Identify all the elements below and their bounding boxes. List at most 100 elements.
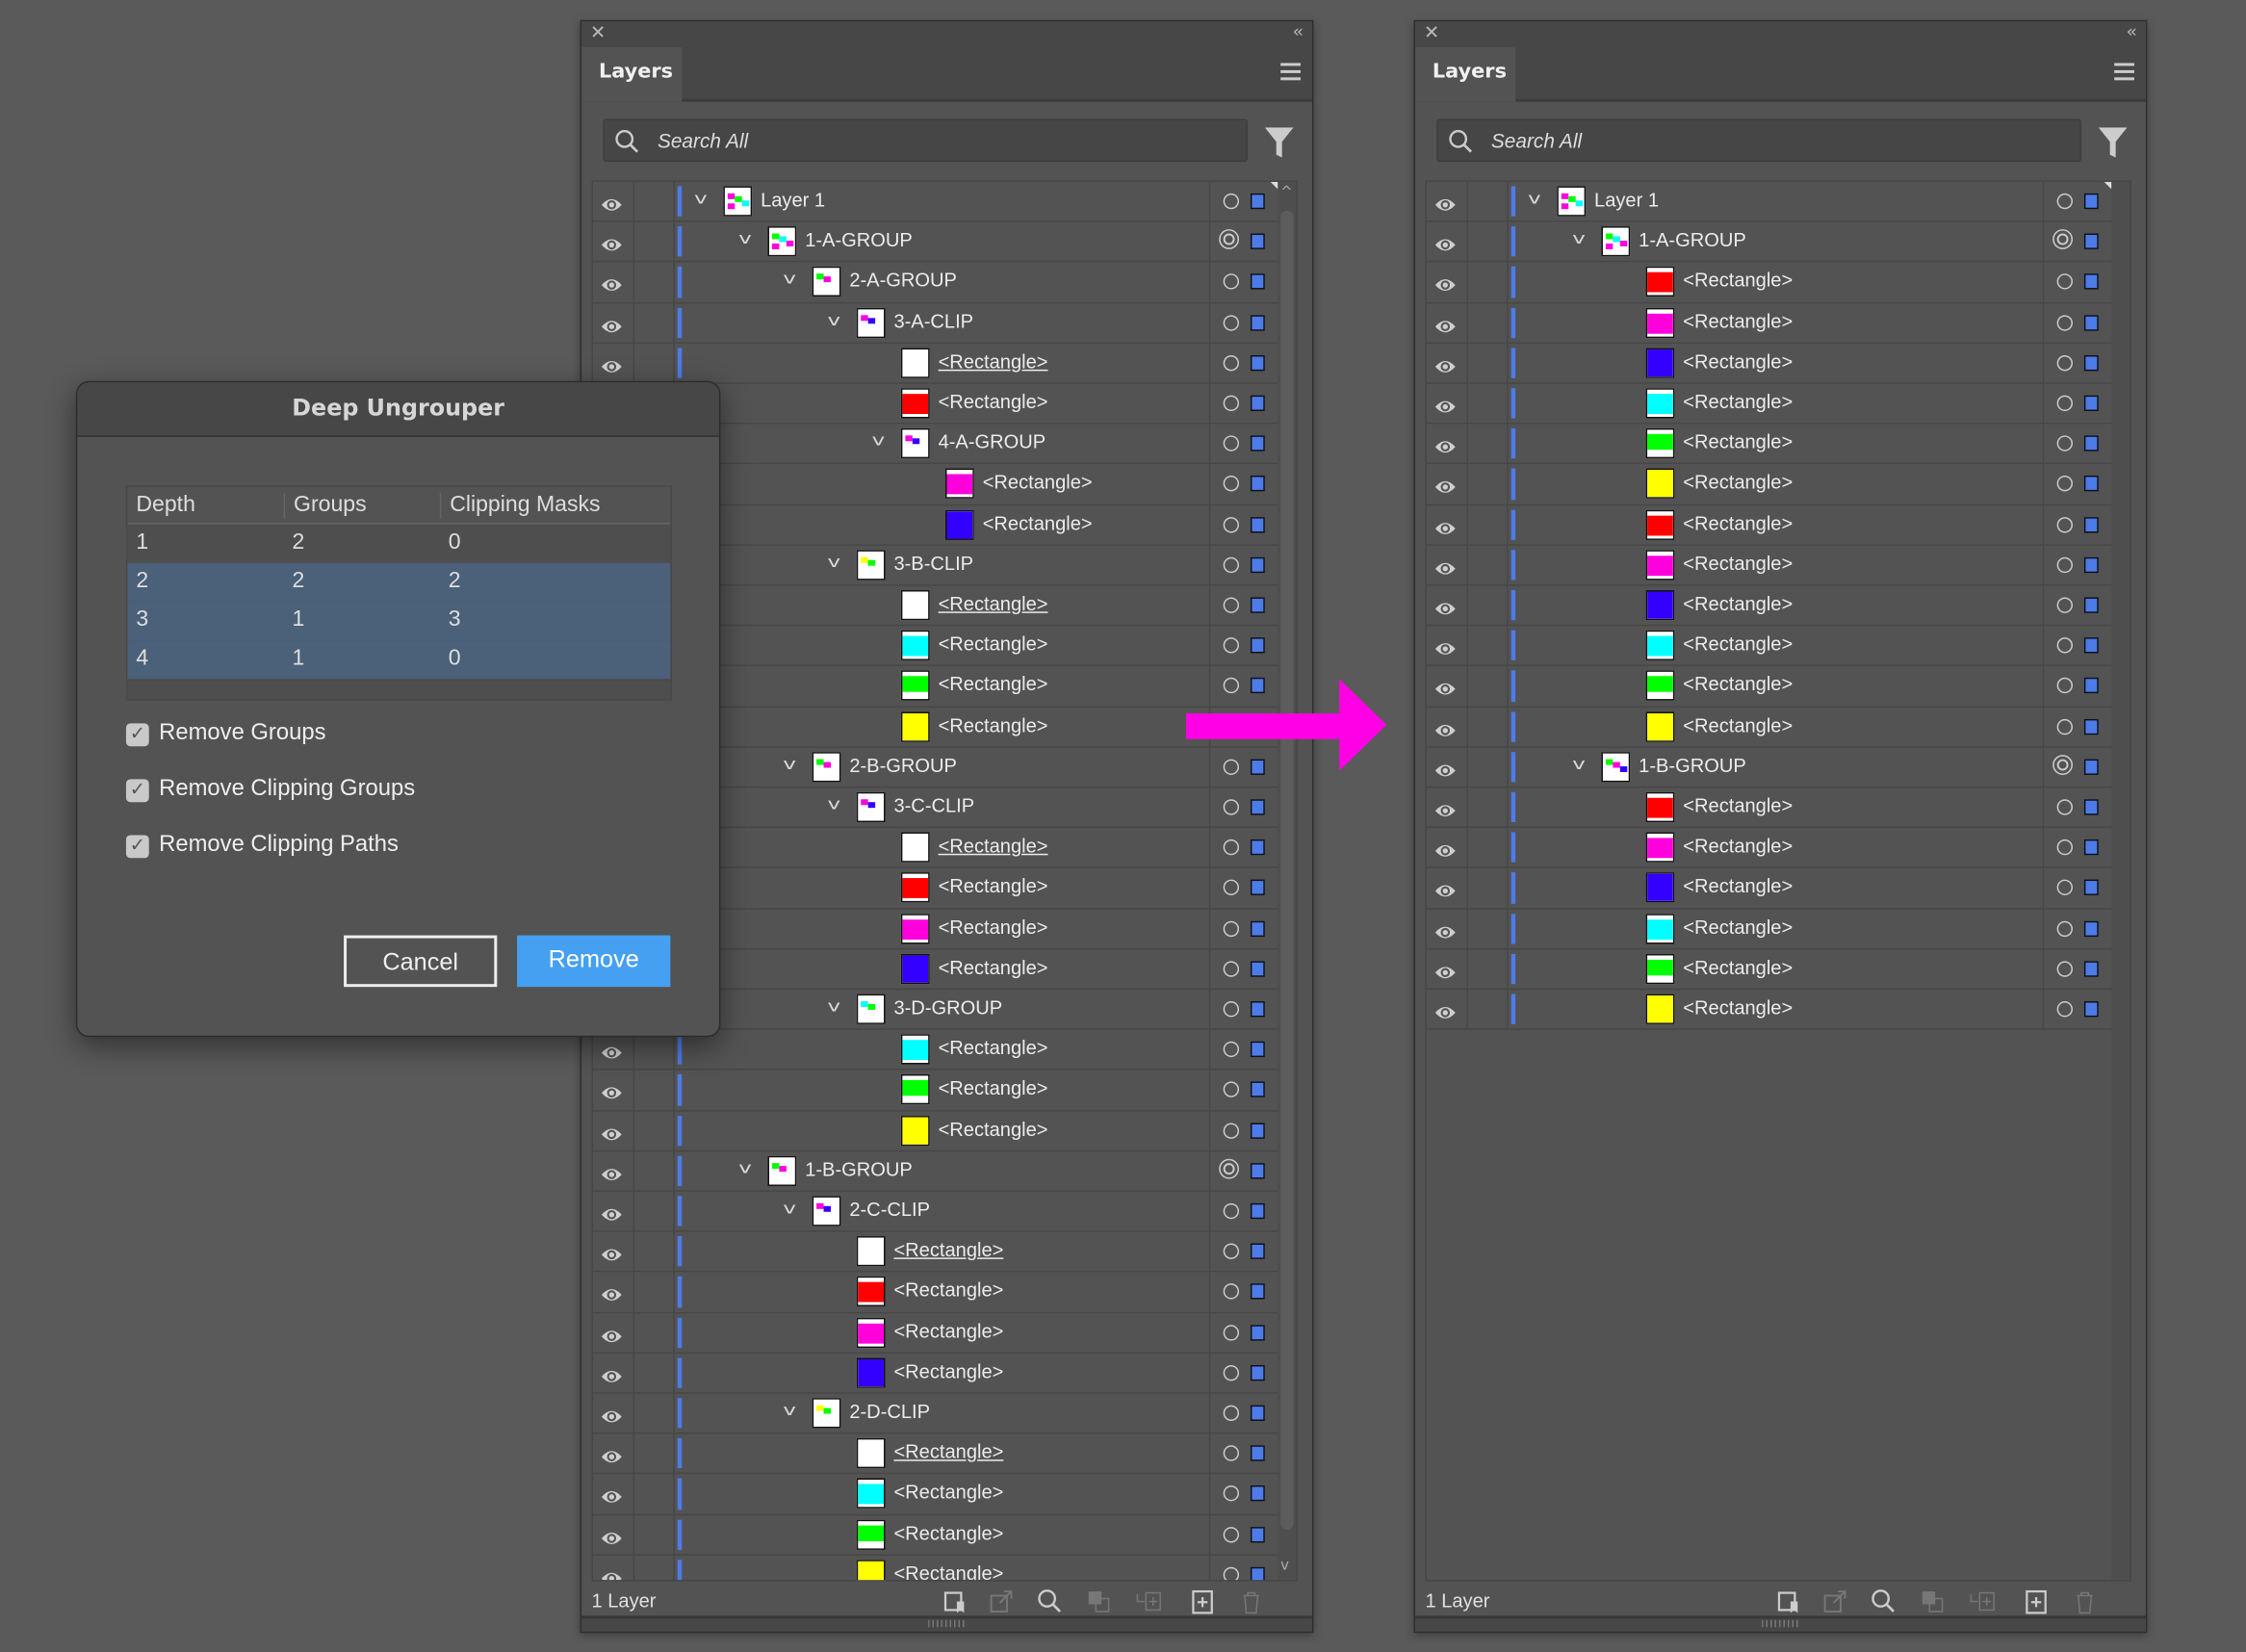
- layer-row[interactable]: <Rectangle>: [592, 1474, 1279, 1515]
- new-layer-icon[interactable]: [2023, 1588, 2049, 1614]
- selection-square[interactable]: [2083, 516, 2099, 532]
- lock-column[interactable]: [673, 1150, 675, 1191]
- layer-row[interactable]: v 2-D-CLIP: [592, 1393, 1279, 1434]
- lock-column[interactable]: [1507, 868, 1509, 908]
- collapse-icon[interactable]: ‹‹: [1292, 21, 1304, 42]
- target-circle-icon[interactable]: [2056, 516, 2073, 532]
- lock-column[interactable]: [1507, 221, 1509, 262]
- chevron-down-icon[interactable]: v: [1572, 754, 1586, 774]
- visibility-eye-icon[interactable]: [1433, 758, 1457, 785]
- lock-column[interactable]: [673, 1191, 675, 1231]
- layer-row[interactable]: <Rectangle>: [593, 1555, 1279, 1581]
- target-circle-icon[interactable]: [1223, 1041, 1240, 1058]
- selection-square[interactable]: [1250, 395, 1265, 412]
- selection-square[interactable]: [1250, 839, 1265, 856]
- lock-column[interactable]: [1507, 545, 1509, 585]
- visibility-eye-icon[interactable]: [1433, 1000, 1457, 1027]
- target-circle-icon[interactable]: [2056, 435, 2073, 452]
- visibility-eye-icon[interactable]: [600, 1282, 623, 1309]
- selection-square[interactable]: [2083, 395, 2099, 412]
- visibility-eye-icon[interactable]: [600, 1040, 623, 1067]
- lock-column[interactable]: [673, 1312, 675, 1353]
- layer-row[interactable]: v Layer 1: [1426, 181, 2113, 222]
- visibility-eye-icon[interactable]: [1433, 798, 1457, 825]
- selection-square[interactable]: [1250, 1243, 1265, 1260]
- visibility-eye-icon[interactable]: [600, 1201, 623, 1228]
- selection-square[interactable]: [2083, 637, 2099, 654]
- checkbox[interactable]: ✓: [125, 835, 149, 859]
- chevron-down-icon[interactable]: v: [827, 553, 841, 572]
- visibility-eye-icon[interactable]: [600, 1484, 623, 1511]
- filter-icon[interactable]: [2098, 127, 2128, 165]
- lock-column[interactable]: [1507, 626, 1509, 665]
- selection-square[interactable]: [1250, 516, 1265, 532]
- visibility-eye-icon[interactable]: [1433, 596, 1457, 623]
- layer-row[interactable]: <Rectangle>: [1426, 949, 2113, 991]
- selection-square[interactable]: [1250, 273, 1265, 291]
- lock-column[interactable]: [673, 302, 675, 343]
- layer-row[interactable]: <Rectangle>: [1426, 707, 2113, 748]
- layer-row[interactable]: v 1-B-GROUP: [1426, 747, 2113, 788]
- target-circle-icon[interactable]: [2056, 556, 2073, 573]
- lock-column[interactable]: [1507, 262, 1509, 302]
- visibility-eye-icon[interactable]: [1433, 192, 1457, 219]
- selection-square[interactable]: [1250, 556, 1265, 573]
- chevron-down-icon[interactable]: v: [783, 1401, 797, 1420]
- visibility-eye-icon[interactable]: [600, 1080, 623, 1107]
- target-circle-icon[interactable]: [2056, 314, 2073, 331]
- lock-column[interactable]: [1507, 585, 1509, 626]
- target-circle-icon[interactable]: [1223, 435, 1240, 452]
- layer-row[interactable]: v Layer 1: [592, 181, 1279, 222]
- visibility-eye-icon[interactable]: [600, 192, 623, 219]
- selection-square[interactable]: [1250, 1405, 1265, 1421]
- target-circle-icon[interactable]: [1223, 1243, 1240, 1260]
- target-circle-icon[interactable]: [1223, 961, 1240, 977]
- visibility-eye-icon[interactable]: [600, 1323, 623, 1350]
- chevron-down-icon[interactable]: v: [1572, 229, 1586, 248]
- selection-square[interactable]: [2083, 759, 2099, 775]
- target-circle-icon[interactable]: [2056, 1001, 2073, 1018]
- lock-column[interactable]: [1507, 383, 1509, 424]
- make-clipping-mask-icon[interactable]: [1920, 1588, 1946, 1614]
- selection-square[interactable]: [1250, 314, 1265, 331]
- target-circle-icon[interactable]: [1223, 1001, 1240, 1018]
- layer-row[interactable]: <Rectangle>: [1426, 383, 2113, 425]
- chevron-down-icon[interactable]: v: [871, 431, 886, 451]
- lock-column[interactable]: [1507, 504, 1509, 545]
- lock-column[interactable]: [1507, 787, 1509, 827]
- target-circle-icon[interactable]: [1223, 1445, 1240, 1461]
- visibility-eye-icon[interactable]: [1433, 515, 1457, 542]
- layer-row[interactable]: v 3-A-CLIP: [592, 302, 1279, 344]
- selection-square[interactable]: [1250, 1445, 1265, 1461]
- target-circle-icon[interactable]: [2052, 229, 2073, 250]
- selection-square[interactable]: [1250, 637, 1265, 654]
- remove-button[interactable]: Remove: [517, 935, 671, 988]
- target-circle-icon[interactable]: [1223, 556, 1240, 573]
- panel-resize-bar[interactable]: [1415, 1615, 2146, 1632]
- cancel-button[interactable]: Cancel: [344, 935, 498, 988]
- artboard-collect-icon[interactable]: [942, 1588, 968, 1614]
- selection-square[interactable]: [1250, 435, 1265, 452]
- locate-object-icon[interactable]: [1037, 1588, 1063, 1614]
- selection-square[interactable]: [2083, 556, 2099, 573]
- selection-square[interactable]: [1250, 961, 1265, 977]
- selection-square[interactable]: [1250, 1283, 1265, 1301]
- new-sublayer-icon[interactable]: [1136, 1588, 1162, 1614]
- target-circle-icon[interactable]: [1223, 597, 1240, 613]
- lock-column[interactable]: [673, 1514, 675, 1555]
- chevron-down-icon[interactable]: v: [827, 794, 841, 814]
- visibility-eye-icon[interactable]: [1433, 353, 1457, 380]
- visibility-eye-icon[interactable]: [1433, 919, 1457, 946]
- selection-square[interactable]: [1250, 920, 1265, 937]
- lock-column[interactable]: [1507, 424, 1509, 464]
- layer-row[interactable]: <Rectangle>: [592, 1272, 1279, 1313]
- checkbox[interactable]: ✓: [125, 723, 149, 747]
- selection-square[interactable]: [1250, 476, 1265, 492]
- target-circle-icon[interactable]: [2056, 839, 2073, 856]
- lock-column[interactable]: [1507, 990, 1509, 1029]
- table-row[interactable]: 2 2 2: [127, 562, 671, 604]
- layer-row[interactable]: <Rectangle>: [592, 504, 1279, 546]
- layer-row[interactable]: v 1-B-GROUP: [592, 1150, 1279, 1192]
- target-circle-icon[interactable]: [1223, 920, 1240, 937]
- tab-layers[interactable]: Layers: [1415, 47, 1516, 102]
